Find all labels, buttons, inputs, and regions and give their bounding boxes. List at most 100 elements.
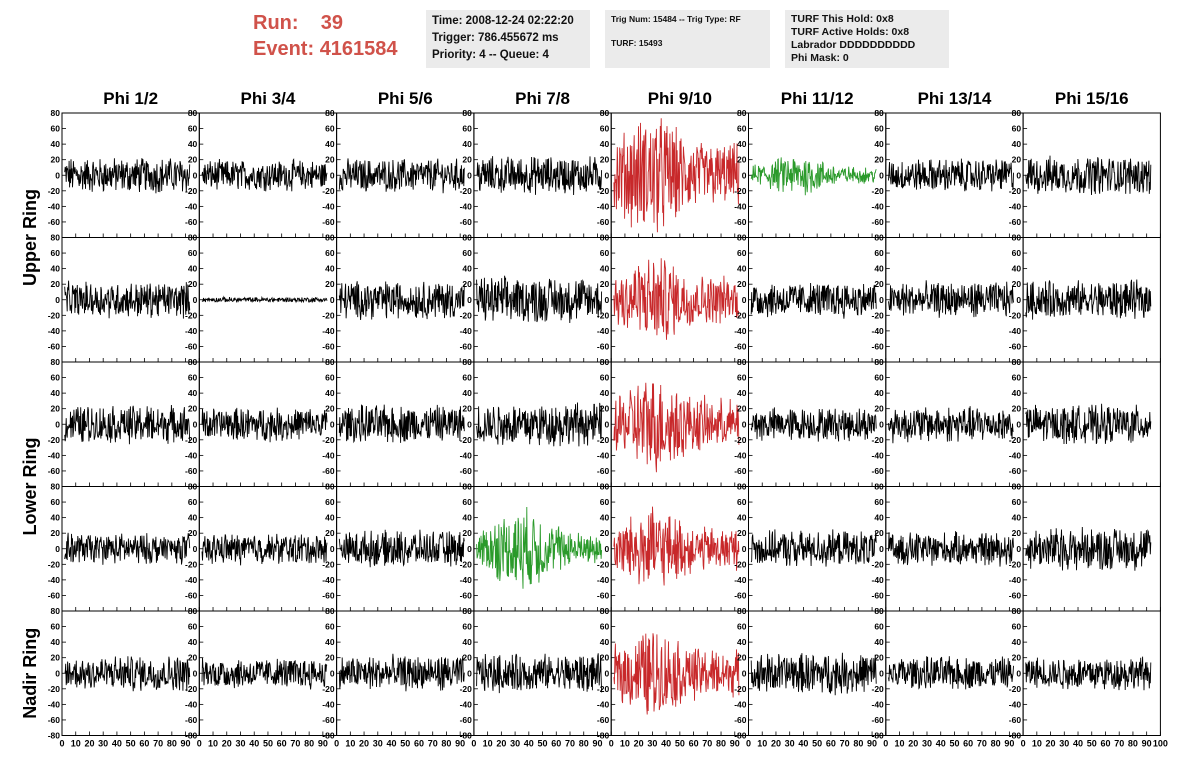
y-tick-label: 0 (330, 295, 335, 305)
y-tick-label: -40 (185, 326, 198, 336)
y-tick-label: -60 (460, 590, 473, 600)
y-tick-label: -60 (734, 715, 747, 725)
y-tick-label: -80 (185, 731, 198, 741)
waveform-trace (64, 404, 191, 445)
x-tick-label: 80 (579, 739, 589, 749)
y-tick-label: -40 (872, 575, 885, 585)
x-tick-label: 90 (730, 739, 740, 749)
y-tick-label: 40 (874, 388, 884, 398)
y-tick-label: 40 (325, 139, 335, 149)
y-tick-label: -80 (460, 731, 473, 741)
y-tick-label: -60 (322, 217, 335, 227)
x-tick-label: 10 (1032, 739, 1042, 749)
y-tick-label: 40 (1012, 637, 1022, 647)
y-tick-label: 60 (874, 622, 884, 632)
y-tick-label: -80 (322, 731, 335, 741)
y-tick-label: 80 (600, 482, 610, 492)
y-tick-label: -40 (322, 450, 335, 460)
x-tick-label: 40 (524, 739, 534, 749)
x-tick-label: 80 (304, 739, 314, 749)
x-tick-label: 20 (771, 739, 781, 749)
x-tick-label: 20 (84, 739, 94, 749)
y-tick-label: 60 (874, 248, 884, 258)
waveform-trace (750, 282, 877, 319)
y-tick-label: -60 (1009, 715, 1022, 725)
y-tick-label: 80 (325, 233, 335, 243)
y-tick-label: 0 (467, 295, 472, 305)
x-tick-label: 80 (853, 739, 863, 749)
x-tick-label: 90 (867, 739, 877, 749)
waveform-trace (613, 506, 740, 586)
y-tick-label: 20 (737, 279, 747, 289)
y-tick-label: -20 (460, 435, 473, 445)
y-tick-label: 80 (325, 482, 335, 492)
row-label: Lower Ring (20, 438, 40, 536)
x-tick-label: 90 (592, 739, 602, 749)
time-info-box: Time: 2008-12-24 02:22:20 Trigger: 786.4… (426, 10, 590, 68)
y-tick-label: 0 (193, 295, 198, 305)
y-tick-label: -20 (48, 186, 61, 196)
y-tick-label: 0 (330, 544, 335, 554)
event-label: Event: (253, 38, 315, 60)
y-tick-label: 60 (737, 497, 747, 507)
y-tick-label: 20 (1012, 155, 1022, 165)
y-tick-label: 20 (462, 279, 472, 289)
y-tick-label: 0 (467, 668, 472, 678)
y-tick-label: 80 (51, 357, 61, 367)
y-tick-label: 80 (462, 482, 472, 492)
y-tick-label: 60 (51, 124, 61, 134)
y-tick-label: 40 (874, 139, 884, 149)
y-tick-label: -20 (48, 310, 61, 320)
y-tick-label: 40 (874, 637, 884, 647)
y-tick-label: -40 (597, 326, 610, 336)
y-tick-label: 80 (51, 233, 61, 243)
y-tick-label: 0 (55, 170, 60, 180)
y-tick-label: 20 (462, 404, 472, 414)
run-value: 39 (320, 12, 344, 34)
y-tick-label: 0 (330, 419, 335, 429)
run-row: Run: 39 (253, 10, 398, 36)
waveform-trace (201, 407, 328, 443)
x-tick-label: 70 (1114, 739, 1124, 749)
waveform-trace (1025, 279, 1152, 320)
x-tick-label: 70 (290, 739, 300, 749)
y-tick-label: -80 (872, 731, 885, 741)
y-tick-label: 60 (600, 124, 610, 134)
y-tick-label: 0 (1016, 668, 1021, 678)
y-tick-label: -40 (322, 201, 335, 211)
y-tick-label: 20 (600, 404, 610, 414)
y-tick-label: 80 (874, 233, 884, 243)
y-tick-label: -60 (1009, 590, 1022, 600)
x-tick-label: 70 (428, 739, 438, 749)
x-tick-label: 50 (1087, 739, 1097, 749)
column-title: Phi 9/10 (648, 89, 712, 108)
waveform-trace (476, 275, 603, 324)
y-tick-label: 40 (51, 388, 61, 398)
y-tick-label: -20 (48, 684, 61, 694)
x-tick-label: 60 (963, 739, 973, 749)
y-tick-label: -40 (734, 201, 747, 211)
waveform-trace (201, 295, 328, 304)
waveform-trace (476, 506, 603, 589)
y-tick-label: 40 (1012, 264, 1022, 274)
y-tick-label: 40 (188, 637, 198, 647)
y-tick-label: 60 (51, 622, 61, 632)
y-tick-label: 80 (51, 108, 61, 118)
y-tick-label: 40 (51, 139, 61, 149)
y-tick-label: -60 (597, 217, 610, 227)
y-tick-label: 40 (188, 139, 198, 149)
y-tick-label: 40 (737, 388, 747, 398)
y-tick-label: 80 (737, 233, 747, 243)
x-tick-label: 20 (222, 739, 232, 749)
y-tick-label: 40 (462, 388, 472, 398)
y-tick-label: -60 (48, 715, 61, 725)
y-tick-label: 0 (879, 295, 884, 305)
waveform-trace (1025, 155, 1152, 196)
time-line: Time: 2008-12-24 02:22:20 (432, 15, 574, 27)
y-tick-label: -20 (460, 559, 473, 569)
column-title: Phi 13/14 (918, 89, 992, 108)
y-tick-label: -20 (872, 684, 885, 694)
y-tick-label: 20 (188, 404, 198, 414)
y-tick-label: -60 (597, 590, 610, 600)
y-tick-label: 60 (325, 373, 335, 383)
